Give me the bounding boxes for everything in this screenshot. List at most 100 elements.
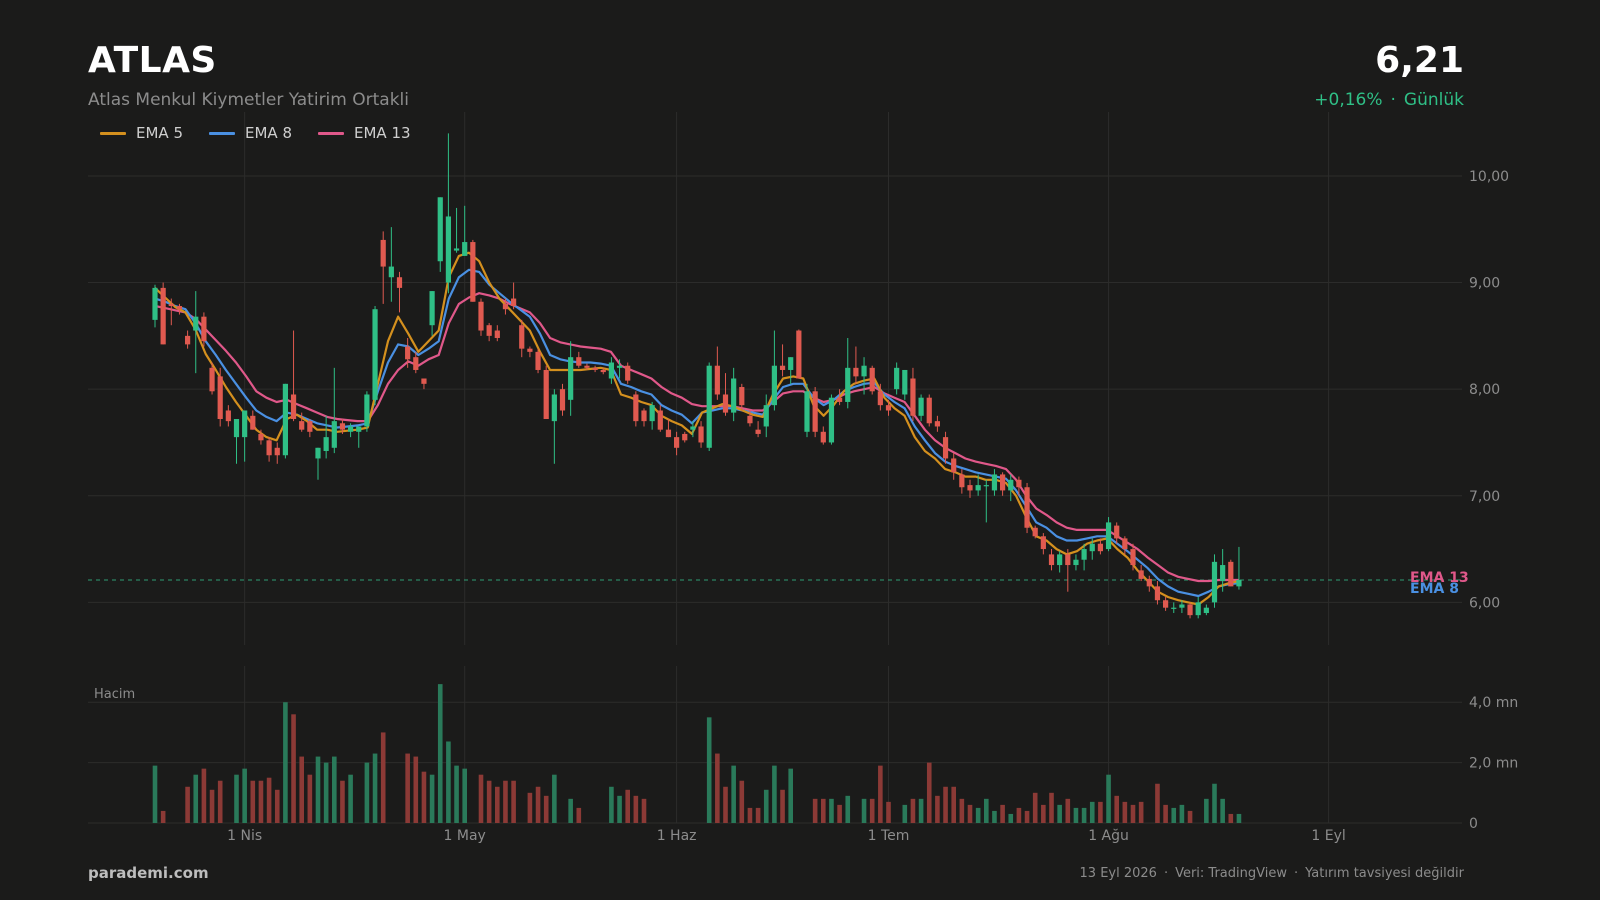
legend-label-ema5: EMA 5: [136, 124, 183, 142]
volume-bar: [1057, 804, 1062, 823]
candle-body: [959, 474, 965, 488]
price-tick-label: 9,00: [1469, 276, 1500, 292]
candle-body: [885, 405, 892, 411]
time-axis: 1 Nis 1 May 1 Haz 1 Tem 1 Ağu 1 Eyl: [227, 828, 1346, 844]
ema5-line: [154, 251, 1240, 606]
candle-body: [951, 458, 957, 473]
volume-bar: [209, 789, 215, 823]
candle-body: [242, 410, 248, 438]
candle-body: [1048, 554, 1055, 566]
candle-body: [364, 394, 370, 427]
legend-item-ema13[interactable]: EMA 13: [318, 124, 411, 142]
candle-body: [453, 248, 460, 251]
volume-bar: [910, 798, 916, 823]
volume-bar: [266, 777, 272, 823]
volume-bar: [1163, 804, 1168, 823]
candle-body: [299, 421, 305, 430]
volume-bar: [1073, 807, 1079, 823]
candle-body: [1220, 565, 1226, 582]
volume-bar: [1032, 792, 1038, 823]
volume-tick-label: 2,0 mn: [1469, 756, 1518, 772]
volume-bar: [1065, 798, 1071, 823]
volume-bar: [323, 762, 329, 823]
price-axis: 6,00 7,00 8,00 9,00 10,00: [1469, 169, 1509, 611]
candle-body: [608, 362, 614, 379]
volume-bar: [1114, 795, 1119, 823]
volume-bar: [788, 768, 793, 823]
candle-body: [731, 378, 737, 413]
candle-body: [494, 330, 500, 338]
volume-bar: [1024, 810, 1030, 823]
volume-bar: [845, 795, 851, 823]
volume-bars: [152, 684, 1242, 823]
candle-body: [1236, 579, 1242, 587]
candle-body: [250, 415, 256, 430]
footer-disclaimer: Yatırım tavsiyesi değildir: [1305, 866, 1464, 881]
volume-bar: [478, 774, 484, 823]
volume-bar: [715, 753, 720, 823]
candle-body: [910, 378, 916, 416]
time-tick-label: 1 Ağu: [1088, 828, 1129, 844]
volume-bar: [446, 741, 451, 823]
ema13-end-label: EMA 13: [1410, 570, 1469, 586]
candle-body: [413, 357, 419, 370]
volume-bar: [332, 756, 337, 823]
volume-bar: [861, 798, 867, 823]
candle-body: [290, 394, 297, 420]
legend-item-ema8[interactable]: EMA 8: [209, 124, 292, 142]
time-tick-label: 1 Eyl: [1311, 828, 1345, 844]
volume-bar: [609, 786, 614, 823]
volume-bar: [1089, 801, 1095, 823]
brand-logo-text[interactable]: parademi.com: [88, 864, 209, 882]
candle-body: [1138, 570, 1144, 579]
candle-body: [225, 410, 231, 422]
candle-body: [649, 405, 655, 422]
volume-bar: [413, 756, 419, 823]
volume-bar: [780, 789, 785, 823]
candle-body: [853, 367, 859, 377]
candle-body: [576, 357, 582, 366]
candle-body: [568, 357, 574, 400]
volume-bar: [617, 795, 622, 823]
volume-bar: [1130, 804, 1136, 823]
legend-item-ema5[interactable]: EMA 5: [100, 124, 183, 142]
candle-body: [307, 421, 313, 432]
volume-bar: [1016, 807, 1022, 823]
footer-date: 13 Eyl 2026: [1079, 866, 1157, 881]
volume-bar: [984, 798, 989, 823]
change-separator: ·: [1390, 90, 1396, 110]
volume-bar: [731, 765, 736, 823]
candle-body: [1081, 549, 1087, 560]
candle-body: [894, 367, 900, 390]
candle-body: [1122, 538, 1128, 550]
volume-bar: [307, 774, 313, 823]
candle-body: [429, 291, 435, 326]
volume-bar: [747, 807, 753, 823]
candle-body: [1228, 561, 1234, 587]
candle-body: [820, 431, 826, 443]
volume-bar: [926, 762, 932, 823]
candle-body: [926, 397, 932, 424]
candle-body: [421, 378, 427, 384]
candle-body: [168, 303, 174, 307]
candle-body: [657, 410, 663, 430]
candle-body: [804, 391, 810, 432]
candle-body: [698, 426, 704, 443]
candle-body: [975, 485, 981, 491]
candle-body: [535, 351, 541, 370]
footer-source: Veri: TradingView: [1175, 866, 1287, 881]
candle-body: [755, 429, 761, 434]
footer-separator: ·: [1163, 866, 1169, 881]
price-tick-label: 7,00: [1469, 489, 1500, 505]
candle-body: [747, 415, 753, 424]
candle-body: [1024, 487, 1030, 528]
candle-body: [633, 394, 639, 422]
volume-bar: [739, 780, 745, 823]
candle-body: [1187, 604, 1193, 616]
candle-body: [388, 266, 394, 278]
volume-bar: [340, 780, 345, 823]
volume-bar: [315, 756, 321, 823]
current-price: 6,21: [1375, 40, 1464, 81]
